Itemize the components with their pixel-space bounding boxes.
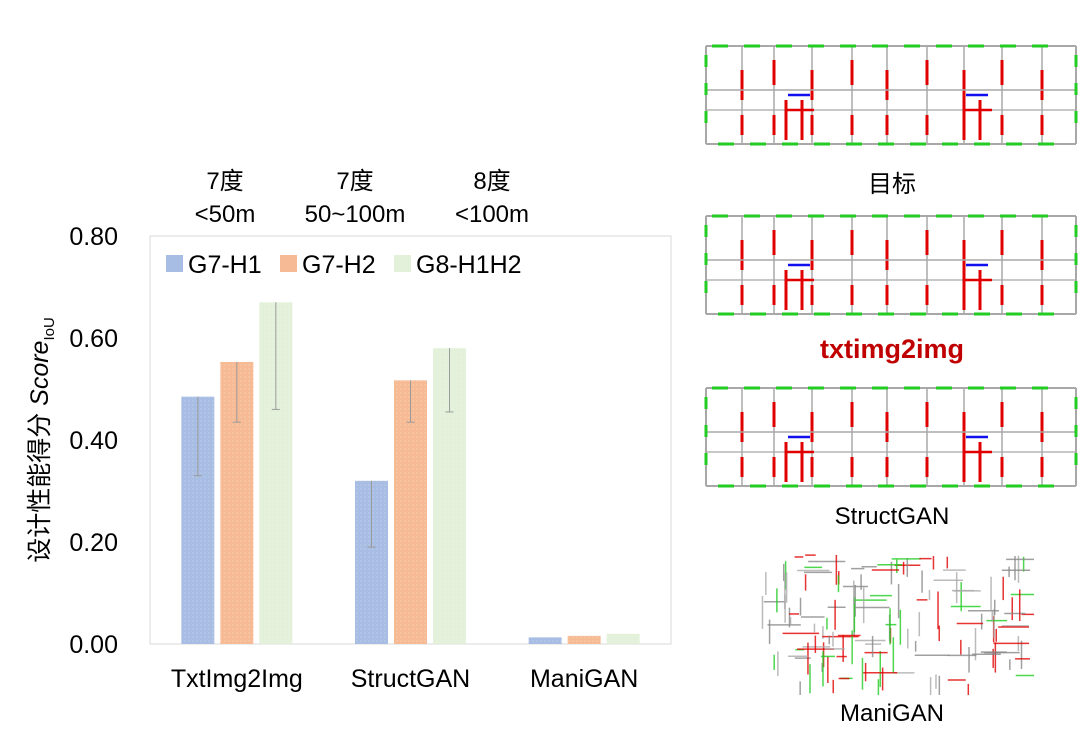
y-axis-label-main: 设计性能得分: [26, 406, 54, 563]
panel-label-txtimg2img: txtimg2img: [819, 334, 965, 364]
panel-label-manigan: ManiGAN: [839, 700, 945, 727]
y-tick-label: 0.60: [69, 325, 118, 353]
condition-header-2: 7度 50~100m: [280, 165, 430, 231]
floorplan-target-image: [702, 40, 1080, 150]
y-axis-label-sub: IoU: [41, 317, 58, 340]
y-axis-label: 设计性能得分 ScoreIoU: [26, 317, 58, 563]
legend-label: G7-H1: [188, 251, 262, 279]
x-tick-label: TxtImg2Img: [171, 665, 303, 693]
floorplan-manigan-image: [752, 545, 1034, 695]
condition-3-line2: <100m: [454, 201, 530, 228]
legend-label: G7-H2: [302, 251, 376, 279]
bar-texture: [567, 635, 601, 644]
floorplan-structgan-image: [702, 382, 1080, 492]
x-tick-label: StructGAN: [351, 665, 470, 693]
legend-swatch-g7-h2: [280, 255, 297, 272]
floorplan-txtimg2img-image: [702, 210, 1080, 320]
bar-texture: [528, 637, 562, 644]
y-tick-label: 0.20: [69, 529, 118, 557]
bar-texture: [606, 633, 640, 644]
legend-label: G8-H1H2: [416, 251, 522, 279]
y-tick-label: 0.00: [69, 631, 118, 659]
panel-label-structgan: StructGAN: [834, 503, 950, 530]
condition-header-1: 7度 <50m: [150, 165, 300, 231]
condition-1-line1: 7度: [206, 168, 244, 195]
panel-label-target: 目标: [868, 171, 916, 198]
condition-header-3: 8度 <100m: [417, 165, 567, 231]
bar-texture: [394, 380, 427, 644]
condition-2-line1: 7度: [336, 168, 374, 195]
y-tick-label: 0.40: [69, 427, 118, 455]
legend-swatch-g8-h1h2: [394, 255, 411, 272]
x-tick-label: ManiGAN: [530, 665, 638, 693]
legend-swatch-g7-h1: [166, 255, 183, 272]
y-tick-label: 0.80: [69, 223, 118, 251]
condition-1-line2: <50m: [194, 201, 256, 228]
bar-chart: 0.00 0.20 0.40 0.60 0.80 TxtImg2Img StructGAN…: [26, 223, 672, 693]
condition-3-line1: 8度: [473, 168, 511, 195]
condition-2-line2: 50~100m: [304, 201, 406, 228]
y-axis-label-italic: Score: [26, 341, 54, 406]
